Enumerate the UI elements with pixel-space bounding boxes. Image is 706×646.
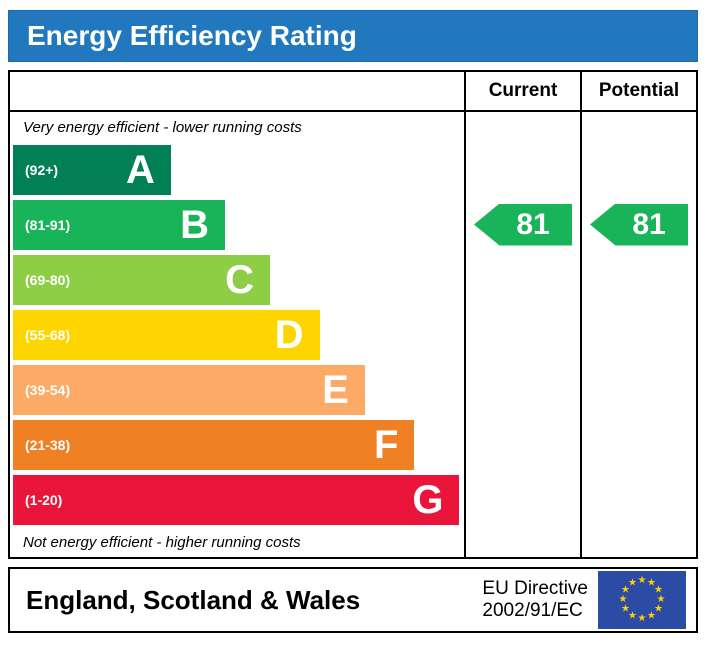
band-bar-b: (81-91) B [13, 199, 225, 250]
region-label: England, Scotland & Wales [26, 584, 361, 615]
band-row: (55-68) D [10, 307, 464, 362]
star-icon: ★ [637, 575, 647, 586]
star-ring: ★ ★ ★ ★ ★ ★ ★ ★ ★ ★ ★ ★ [598, 571, 686, 629]
band-bar-e: (39-54) E [13, 364, 365, 415]
star-icon: ★ [621, 603, 631, 615]
rating-chart: Current Potential Very energy efficient … [8, 70, 698, 559]
header-current: Current [464, 72, 580, 112]
band-range-label: (55-68) [25, 326, 71, 343]
band-row: (21-38) F [10, 417, 464, 472]
bottom-note: Not energy efficient - higher running co… [23, 533, 301, 551]
band-letter: D [274, 312, 304, 357]
band-bar-g: (1-20) G [13, 474, 460, 525]
eu-directive-label: EU Directive 2002/91/EC [482, 578, 588, 622]
band-range-label: (1-20) [25, 491, 63, 508]
page-title: Energy Efficiency Rating [27, 20, 357, 51]
band-letter: C [225, 257, 255, 302]
potential-arrow: 81 [590, 203, 688, 246]
band-bar-a: (92+) A [13, 144, 171, 195]
star-icon: ★ [618, 594, 628, 605]
band-row: (69-80) C [10, 252, 464, 307]
star-icon: ★ [647, 610, 656, 622]
band-letter: E [322, 367, 349, 412]
current-column: 81 [464, 112, 580, 557]
band-row: (1-20) G [10, 472, 464, 527]
band-range-label: (69-80) [25, 271, 71, 288]
band-letter: G [412, 477, 444, 522]
epc-page: Energy Efficiency Rating Current Potenti… [8, 10, 698, 633]
current-value: 81 [516, 207, 550, 241]
bands-column: Very energy efficient - lower running co… [10, 112, 464, 557]
star-icon: ★ [628, 577, 637, 589]
current-arrow: 81 [474, 203, 572, 246]
star-icon: ★ [628, 610, 637, 622]
band-letter: A [125, 147, 155, 192]
header-empty-cell [10, 72, 464, 112]
band-bar-f: (21-38) F [13, 419, 415, 470]
band-letter: B [180, 202, 209, 247]
potential-value: 81 [632, 207, 666, 241]
footer: England, Scotland & Wales EU Directive 2… [8, 567, 698, 633]
star-icon: ★ [647, 577, 656, 589]
star-icon: ★ [656, 594, 666, 605]
band-bar-d: (55-68) D [13, 309, 320, 360]
top-note: Very energy efficient - lower running co… [23, 118, 302, 136]
band-range-label: (21-38) [25, 436, 71, 453]
band-letter: F [373, 422, 399, 467]
band-range-label: (81-91) [25, 216, 71, 233]
band-range-label: (39-54) [25, 381, 71, 398]
star-icon: ★ [653, 584, 663, 596]
band-bar-c: (69-80) C [13, 254, 271, 305]
band-row: (81-91) B [10, 197, 464, 252]
potential-column: 81 [580, 112, 696, 557]
header-potential: Potential [580, 72, 696, 112]
band-row: (39-54) E [10, 362, 464, 417]
star-icon: ★ [653, 603, 663, 615]
eu-directive-line2: 2002/91/EC [482, 600, 583, 621]
star-icon: ★ [621, 584, 631, 596]
star-icon: ★ [637, 613, 647, 624]
title-bar: Energy Efficiency Rating [8, 10, 698, 62]
eu-directive-line1: EU Directive [482, 578, 588, 600]
band-range-label: (92+) [25, 161, 59, 178]
band-row: (92+) A [10, 142, 464, 197]
footer-right: EU Directive 2002/91/EC ★ ★ ★ ★ ★ ★ ★ ★ ★ ★ ★ ★ [482, 571, 686, 629]
eu-flag-icon: ★ ★ ★ ★ ★ ★ ★ ★ ★ ★ ★ ★ [598, 571, 686, 629]
